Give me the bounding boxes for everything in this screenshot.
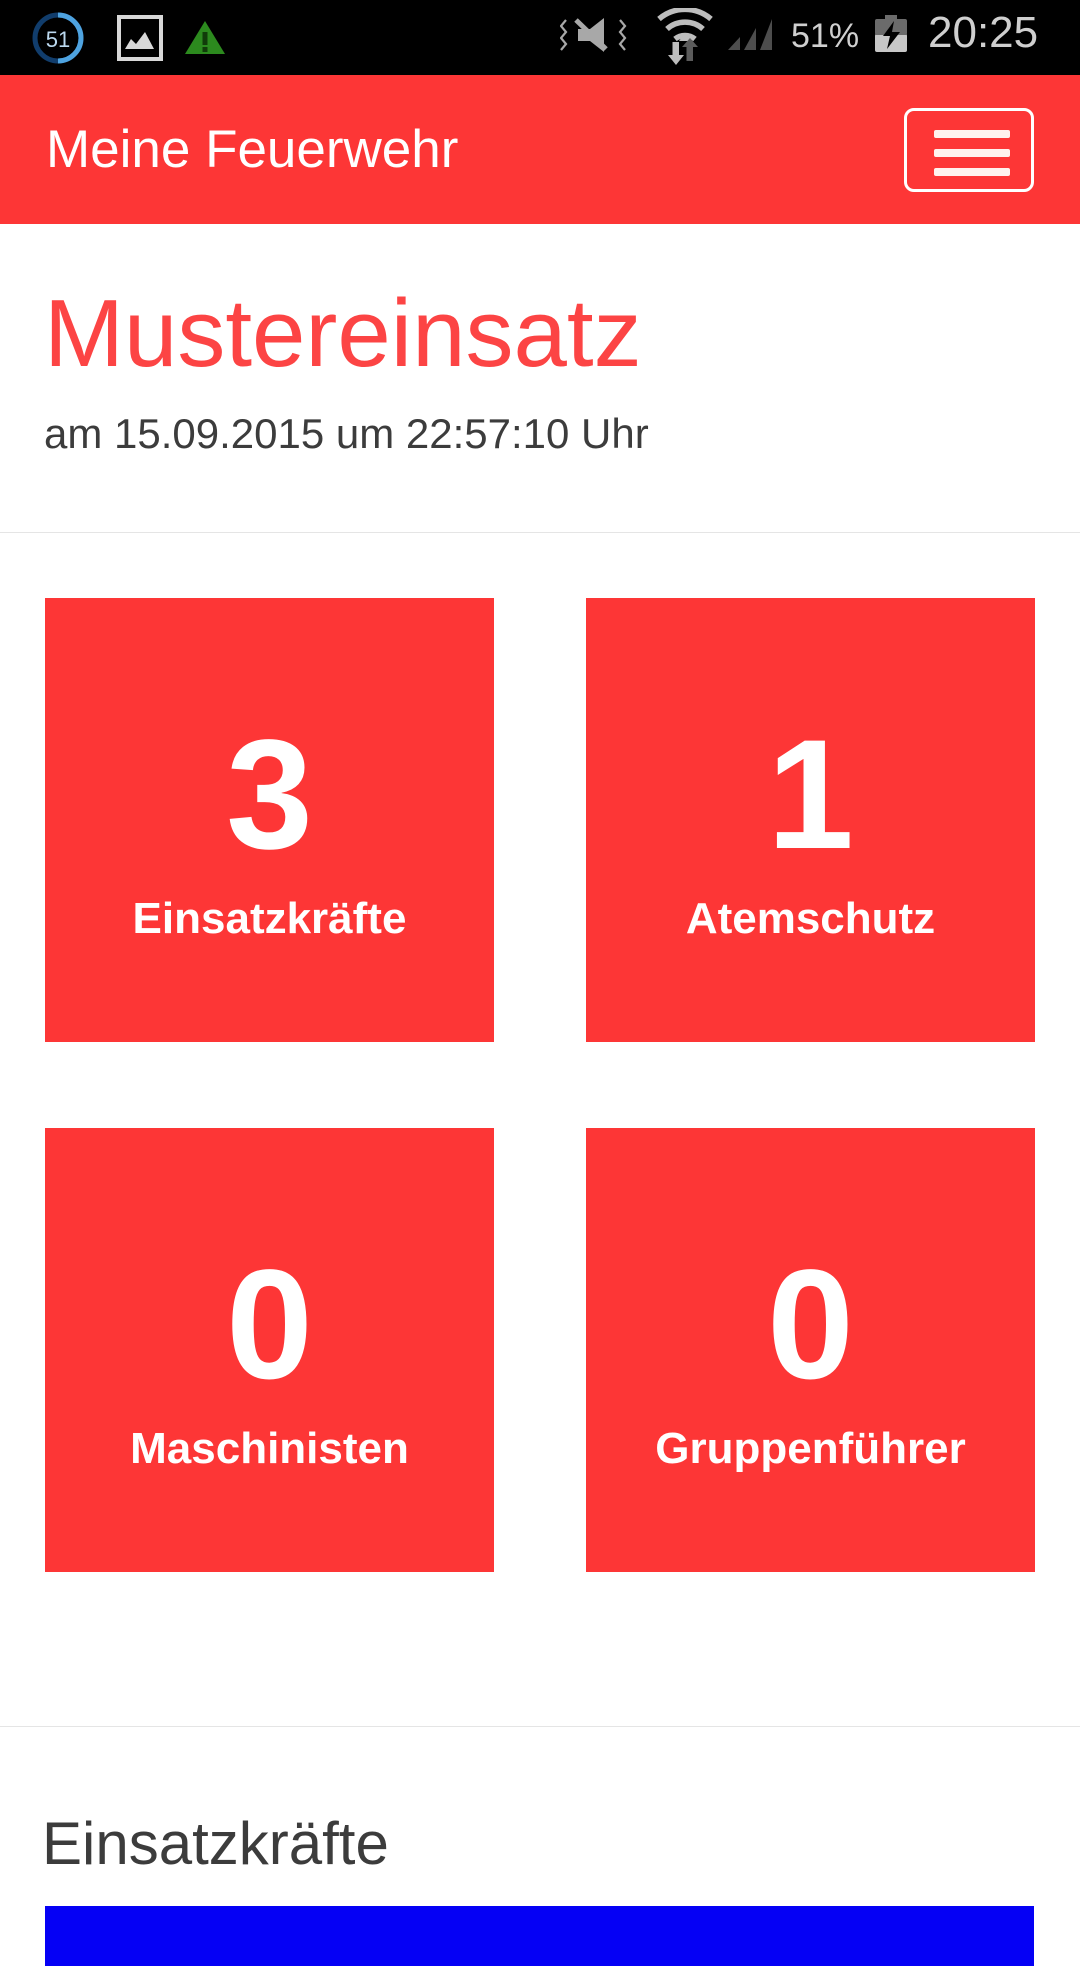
svg-text:51: 51: [46, 27, 70, 52]
